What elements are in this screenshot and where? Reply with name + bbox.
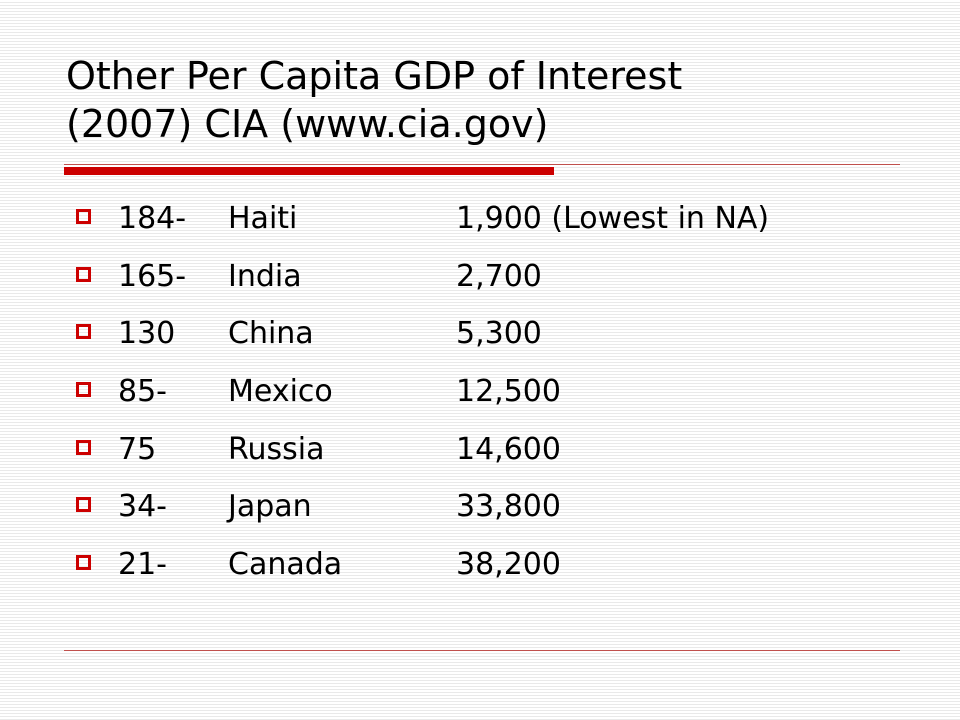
square-bullet-icon — [76, 382, 91, 398]
country: India — [228, 258, 302, 294]
rank: 34- — [118, 489, 167, 525]
gdp-value: 5,300 — [456, 316, 542, 352]
rank: 130 — [118, 316, 176, 352]
title-divider-accent — [64, 167, 554, 175]
country: Mexico — [228, 374, 333, 410]
square-bullet-icon — [76, 324, 91, 340]
square-bullet-icon — [76, 439, 91, 455]
square-bullet-icon — [76, 555, 91, 571]
gdp-value: 12,500 — [456, 374, 561, 410]
footer-divider — [64, 650, 900, 651]
title-divider-thin — [64, 164, 900, 165]
square-bullet-icon — [76, 209, 91, 224]
country: Haiti — [228, 201, 298, 236]
country: China — [228, 316, 314, 352]
title-line-1: Other Per Capita GDP of Interest — [66, 54, 683, 98]
rank: 184- — [118, 201, 187, 236]
rank: 75 — [118, 431, 157, 467]
square-bullet-icon — [76, 497, 91, 513]
slide-title: Other Per Capita GDP of Interest (2007) … — [66, 52, 926, 148]
gdp-value: 14,600 — [456, 431, 561, 467]
rank: 21- — [118, 547, 167, 583]
gdp-value: 1,900 (Lowest in NA) — [456, 201, 770, 236]
title-line-2: (2007) CIA (www.cia.gov) — [66, 102, 549, 146]
gdp-value: 2,700 — [456, 258, 542, 294]
country: Canada — [228, 547, 343, 583]
rank: 165- — [118, 258, 187, 294]
country: Russia — [228, 431, 325, 467]
rank: 85- — [118, 374, 167, 410]
square-bullet-icon — [76, 266, 91, 282]
gdp-value: 38,200 — [456, 547, 561, 583]
country: Japan — [228, 489, 312, 525]
gdp-value: 33,800 — [456, 489, 561, 525]
